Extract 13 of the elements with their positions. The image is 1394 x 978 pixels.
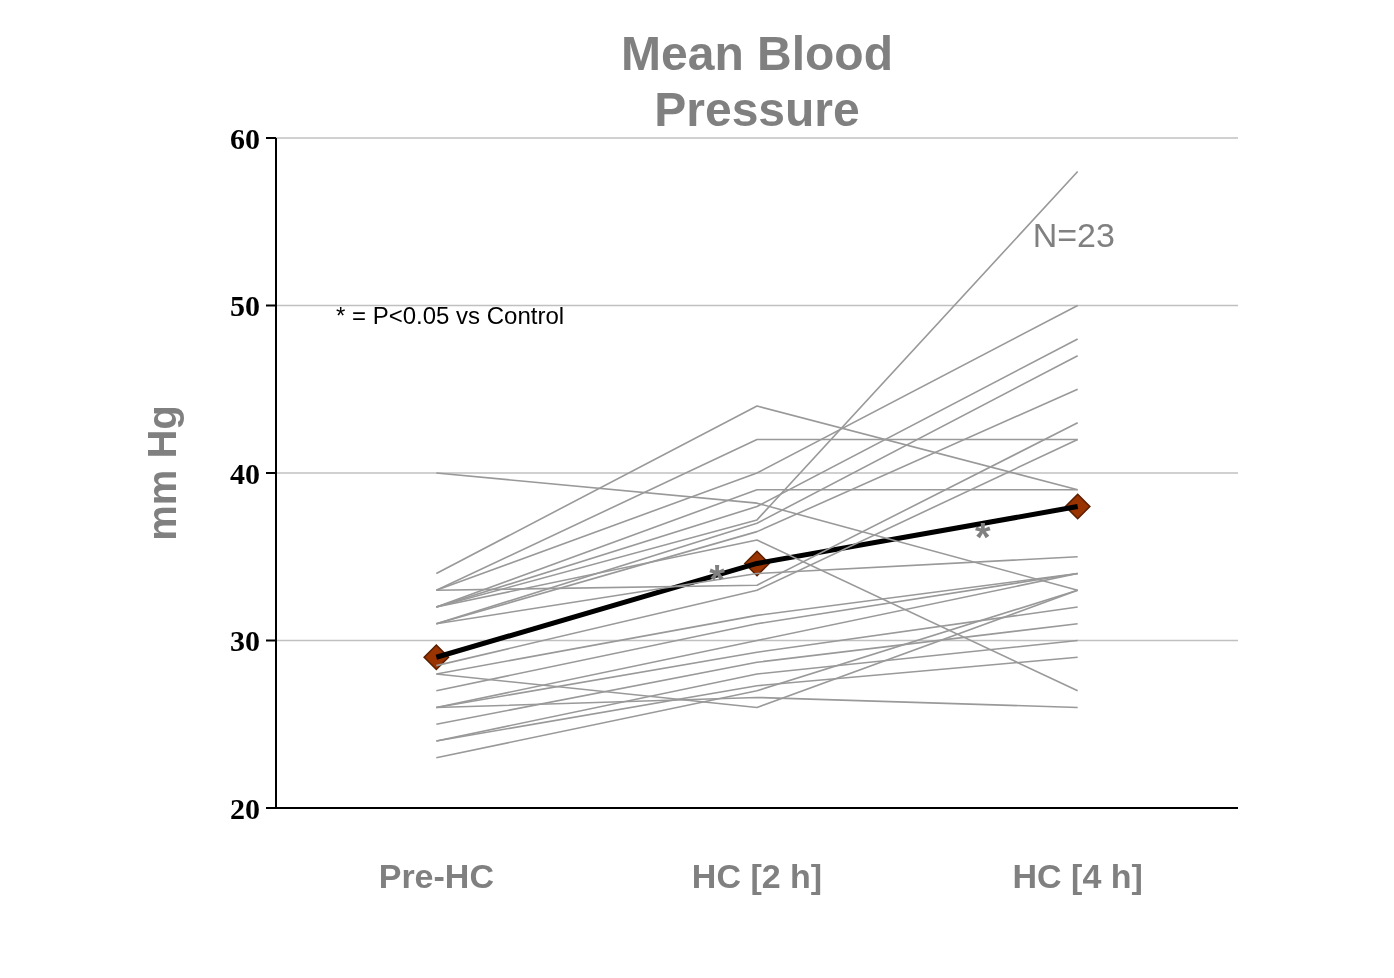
- y-tick-label: 50: [230, 289, 260, 322]
- x-tick-label: HC [4 h]: [1012, 857, 1143, 895]
- y-tick-label: 40: [230, 456, 260, 490]
- annotation: N=23: [1032, 215, 1115, 254]
- y-tick-label: 60: [230, 121, 260, 155]
- annotation: *: [974, 515, 991, 560]
- y-tick-label: 20: [230, 791, 260, 825]
- x-tick-label: Pre-HC: [378, 857, 494, 895]
- annotation: * = P<0.05 vs Control: [336, 301, 565, 329]
- y-axis-title: mm Hg: [140, 405, 184, 541]
- chart-title: Mean Blood Pressure: [621, 27, 893, 136]
- y-tick-label: 30: [230, 624, 260, 657]
- x-tick-label: HC [2 h]: [691, 857, 823, 895]
